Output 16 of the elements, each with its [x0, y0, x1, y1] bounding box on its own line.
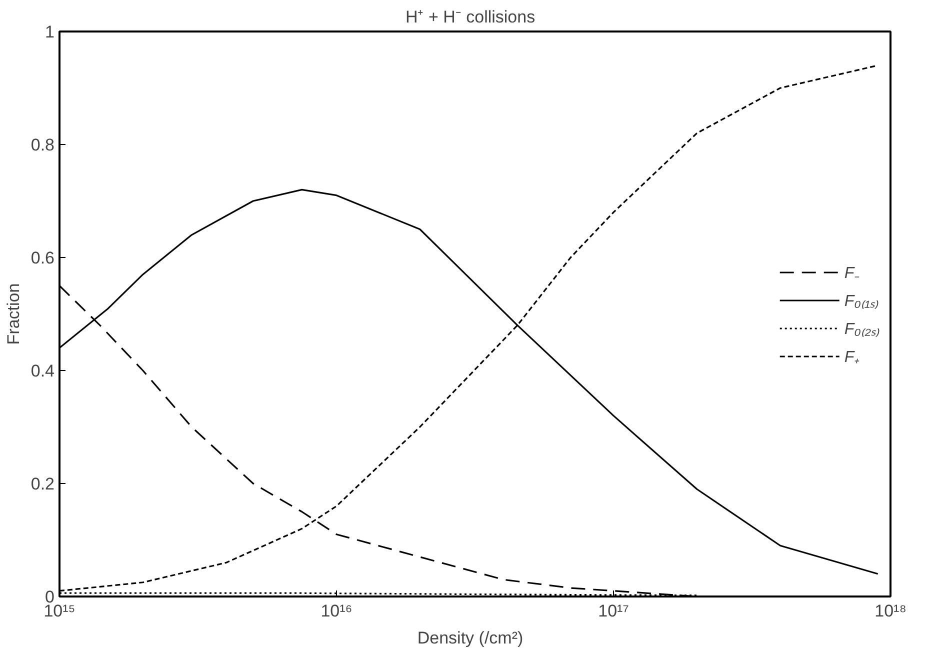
x-tick-label: 10¹⁶ [320, 602, 352, 620]
legend-label: F₀₍₂ₛ₎ [844, 320, 880, 338]
chart-title: H⁺ + H⁻ collisions [405, 8, 536, 26]
x-tick-label: 10¹⁷ [598, 602, 629, 620]
x-tick-label: 10¹⁸ [874, 602, 906, 620]
legend-label: F₀₍₁ₛ₎ [844, 292, 879, 310]
y-tick-label: 0.4 [30, 362, 55, 380]
legend-label: F₋ [844, 264, 860, 282]
y-tick-label: 0.2 [30, 474, 55, 494]
y-tick-label: 1 [45, 22, 55, 42]
x-tick-label: 10¹⁵ [44, 602, 76, 620]
y-tick-label: 0.6 [30, 248, 55, 268]
x-axis-title: Density (/cm²) [417, 628, 524, 648]
y-tick-label: 0.8 [30, 136, 55, 154]
legend-label: F₊ [844, 348, 860, 366]
y-axis-title: Fraction [4, 283, 23, 345]
